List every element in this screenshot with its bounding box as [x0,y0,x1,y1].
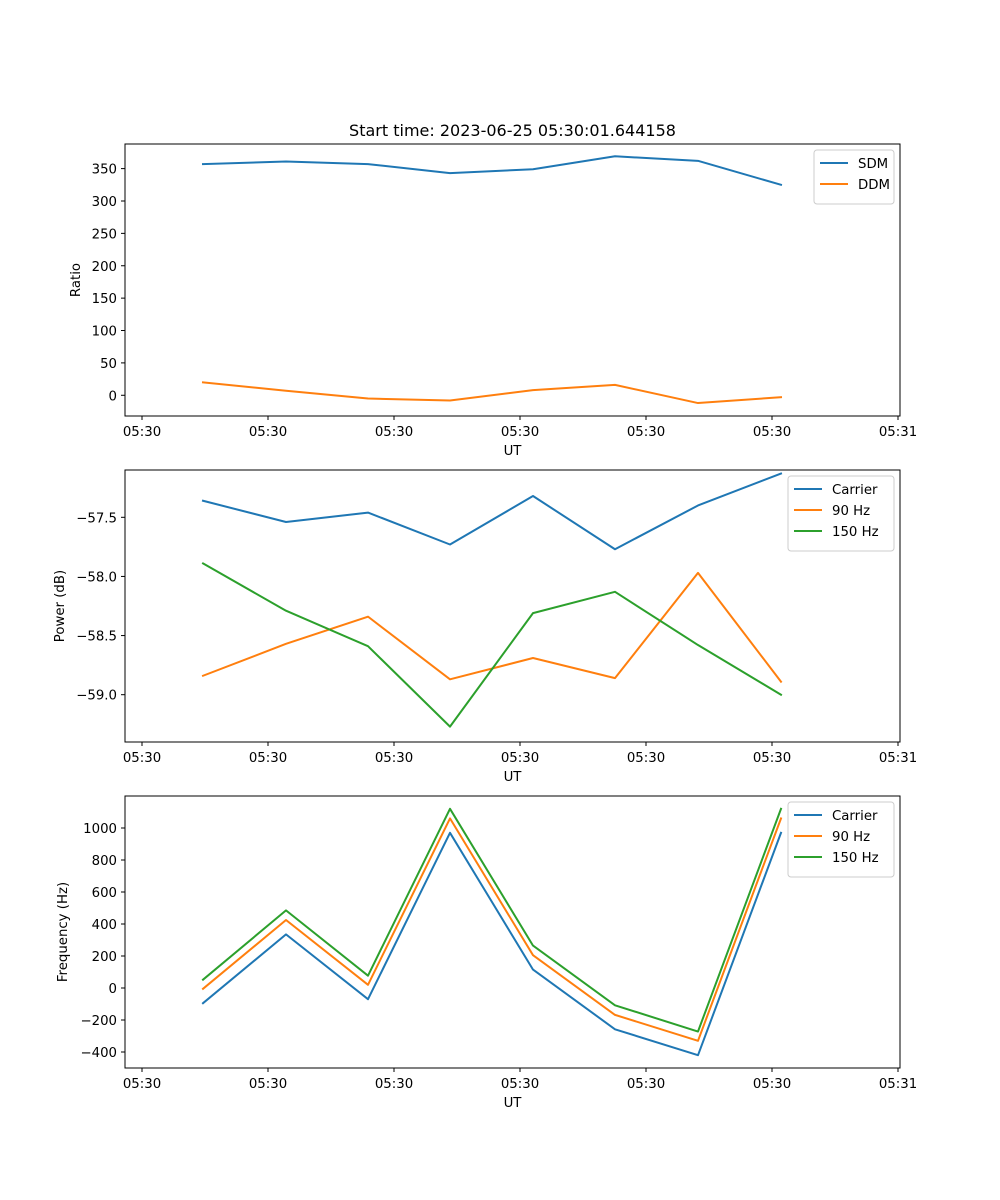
x-tick-label: 05:30 [375,751,413,766]
x-tick-label: 05:30 [753,425,791,440]
legend-label: 150 Hz [832,851,879,866]
legend-label: Carrier [832,809,878,824]
y-tick-label: 0 [109,982,117,997]
y-tick-label: −200 [80,1014,117,1029]
y-axis-label: Power (dB) [53,570,68,642]
y-tick-label: −58.5 [76,630,117,645]
y-tick-label: 0 [109,389,117,404]
x-axis-label: UT [504,1096,523,1111]
axes-frame [124,143,901,417]
legend-label: DDM [858,178,890,193]
x-tick-label: 05:30 [627,1077,665,1092]
y-tick-label: 300 [92,195,117,210]
series-line-carrier [201,472,783,551]
x-tick-label: 05:30 [249,1077,287,1092]
legend-label: 90 Hz [832,830,870,845]
legend-label: Carrier [832,483,878,498]
legend-box [787,475,895,552]
x-tick-label: 05:30 [753,751,791,766]
x-tick-label: 05:30 [501,1077,539,1092]
y-axis-label: Ratio [69,263,84,297]
x-tick-label: 05:30 [501,425,539,440]
ratio-panel: Start time: 2023-06-25 05:30:01.64415805… [69,121,917,459]
frequency-panel: −400 −200 0 200 400 600 800 1000 05:30 05:30 05:30… [56,795,917,1111]
axes-frame [124,795,901,1069]
x-tick-label: 05:30 [375,1077,413,1092]
power-panel: −57.5 −58.0 −58.5 −59.0 05:30 05:30 05:30 05:30… [53,469,917,785]
y-tick-label: −400 [80,1046,117,1061]
x-axis-label: UT [504,444,523,459]
y-tick-label: −59.0 [76,689,117,704]
y-tick-label: 800 [92,854,117,869]
x-tick-label: 05:30 [627,751,665,766]
x-tick-label: 05:30 [753,1077,791,1092]
x-tick-label: 05:30 [123,751,161,766]
series-line-90-hz [201,817,783,1042]
y-tick-label: −57.5 [76,511,117,526]
x-tick-label: 05:31 [879,1077,917,1092]
y-tick-label: 50 [100,357,117,372]
series-line-ddm [201,381,783,405]
legend-label: 150 Hz [832,525,879,540]
y-tick-label: 200 [92,950,117,965]
y-tick-label: 1000 [83,822,117,837]
y-tick-label: 400 [92,918,117,933]
x-tick-label: 05:30 [249,425,287,440]
x-tick-label: 05:31 [879,751,917,766]
series-line-carrier [201,831,783,1057]
y-tick-label: −58.0 [76,570,117,585]
y-tick-label: 200 [92,260,117,275]
y-tick-label: 250 [92,227,117,242]
legend-box [787,801,895,878]
series-line-sdm [201,155,783,187]
x-tick-label: 05:30 [123,425,161,440]
x-axis-label: UT [504,770,523,785]
x-tick-label: 05:30 [249,751,287,766]
y-tick-label: 100 [92,325,117,340]
x-tick-label: 05:31 [879,425,917,440]
series-line-150-hz [201,562,783,728]
y-tick-label: 150 [92,292,117,307]
series-line-150-hz [201,807,783,1033]
y-tick-label: 600 [92,886,117,901]
legend-label: 90 Hz [832,504,870,519]
y-tick-label: 350 [92,163,117,178]
x-tick-label: 05:30 [501,751,539,766]
axes-frame [124,469,901,743]
x-tick-label: 05:30 [375,425,413,440]
chart-title: Start time: 2023-06-25 05:30:01.644158 [349,121,676,140]
x-tick-label: 05:30 [123,1077,161,1092]
legend-label: SDM [858,157,888,172]
y-axis-label: Frequency (Hz) [56,882,71,982]
x-tick-label: 05:30 [627,425,665,440]
